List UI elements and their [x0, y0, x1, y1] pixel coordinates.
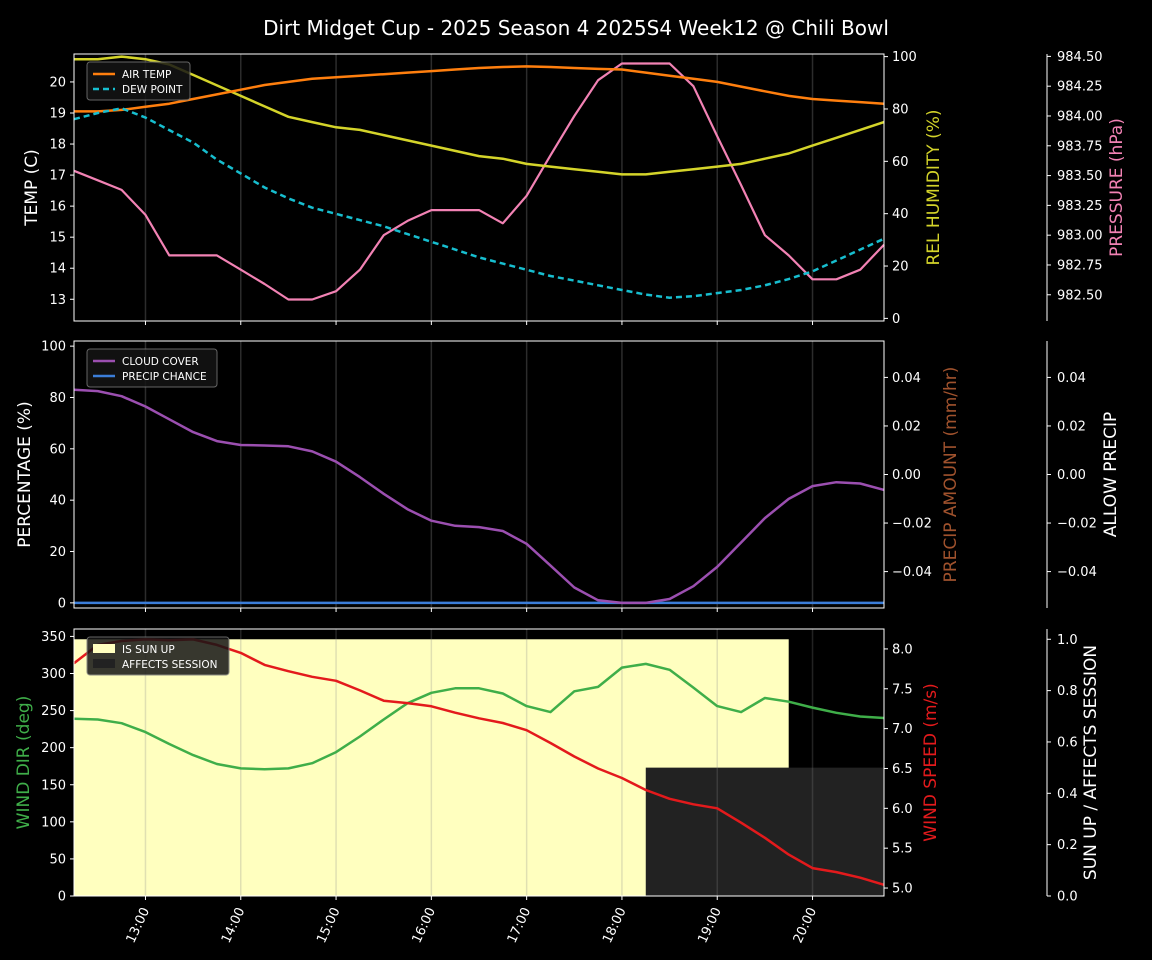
y2-tick-label: 8.0 [892, 642, 913, 657]
y3-tick-label: 0.04 [1057, 371, 1086, 386]
temp-axis-label: TEMP (C) [22, 149, 42, 227]
legend-box [86, 61, 191, 101]
y-tick-label: 0 [58, 890, 66, 905]
y2-tick-label: 7.0 [892, 722, 913, 737]
y2-tick-label: 0.00 [892, 468, 921, 483]
y3-tick-label: 0.02 [1057, 419, 1086, 434]
legend-box [86, 636, 230, 676]
y3-tick-label: 0.6 [1057, 735, 1078, 750]
y2-tick-label: 5.5 [892, 842, 913, 857]
y3-tick-label: −0.02 [1057, 517, 1097, 532]
y3-tick-label: 982.75 [1057, 258, 1103, 273]
y2-tick-label: 5.0 [892, 882, 913, 897]
legend-label: CLOUD COVER [122, 356, 199, 368]
y-tick-label: 19 [49, 106, 66, 121]
y3-tick-label: 983.00 [1057, 229, 1103, 244]
y2-tick-label: 0.02 [892, 419, 921, 434]
y2-tick-label: 6.5 [892, 762, 913, 777]
y-tick-label: 0 [58, 596, 66, 611]
y3-tick-label: 983.50 [1057, 169, 1103, 184]
y2-tick-label: 80 [892, 102, 909, 117]
affects-session-region [645, 767, 884, 896]
wind-dir-axis-label: WIND DIR (deg) [14, 696, 34, 830]
y-tick-label: 150 [41, 778, 66, 793]
y2-tick-label: −0.02 [892, 517, 932, 532]
y2-tick-label: 20 [892, 260, 909, 275]
allow-precip-axis-label: ALLOW PRECIP [1101, 412, 1121, 538]
y-tick-label: 18 [49, 138, 66, 153]
y-tick-label: 16 [49, 200, 66, 215]
sun-up-axis-label: SUN UP / AFFECTS SESSION [1081, 645, 1101, 880]
y-tick-label: 13 [49, 293, 66, 308]
y3-tick-label: 983.25 [1057, 199, 1103, 214]
y-tick-label: 50 [49, 852, 66, 867]
legend-label: PRECIP CHANCE [122, 371, 207, 383]
y3-tick-label: 0.0 [1057, 890, 1078, 905]
wind-dir-line [73, 662, 885, 771]
panel-0-frame [73, 53, 885, 322]
legend-label: AFFECTS SESSION [122, 659, 218, 671]
y2-tick-label: 7.5 [892, 682, 913, 697]
y2-tick-label: 0.04 [892, 371, 921, 386]
y-tick-label: 15 [49, 231, 66, 246]
cloud-cover-line [73, 388, 885, 605]
wind-speed-axis-label: WIND SPEED (m/s) [921, 683, 941, 841]
y3-tick-label: 0.2 [1057, 838, 1078, 853]
percentage-axis-label: PERCENTAGE (%) [15, 401, 35, 547]
y2-tick-label: 40 [892, 207, 909, 222]
y-tick-label: 20 [49, 545, 66, 560]
pressure-axis-label: PRESSURE (hPa) [1107, 118, 1127, 257]
legend-label: AIR TEMP [122, 69, 171, 81]
humidity-line [74, 55, 885, 176]
panel-2-frame [73, 628, 885, 897]
y-tick-label: 300 [41, 667, 66, 682]
y-tick-label: 60 [49, 442, 66, 457]
humidity-axis-label: REL HUMIDITY (%) [924, 109, 944, 265]
y2-tick-label: −0.04 [892, 565, 932, 580]
y-tick-label: 100 [41, 340, 66, 355]
y3-tick-label: 0.8 [1057, 684, 1078, 699]
legend-label: IS SUN UP [122, 644, 175, 656]
y2-tick-label: 60 [892, 155, 909, 170]
y3-tick-label: 982.50 [1057, 288, 1103, 303]
legend-box [86, 348, 218, 388]
air-temp-line [74, 65, 885, 113]
y2-tick-label: 0 [892, 312, 900, 327]
y-tick-label: 40 [49, 494, 66, 509]
y3-tick-label: 984.25 [1057, 80, 1103, 95]
y3-tick-label: 983.75 [1057, 139, 1103, 154]
legend-swatch [93, 644, 115, 653]
y3-tick-label: −0.04 [1057, 565, 1097, 580]
y2-tick-label: 6.0 [892, 802, 913, 817]
y3-tick-label: 0.00 [1057, 468, 1086, 483]
y-tick-label: 350 [41, 630, 66, 645]
legend-swatch [93, 659, 115, 668]
y3-tick-label: 0.4 [1057, 787, 1078, 802]
y3-tick-label: 1.0 [1057, 633, 1078, 648]
y3-tick-label: 984.50 [1057, 50, 1103, 65]
y-tick-label: 250 [41, 704, 66, 719]
precip-amount-axis-label: PRECIP AMOUNT (mm/hr) [941, 367, 961, 583]
y2-tick-label: 100 [892, 50, 917, 65]
y-tick-label: 80 [49, 391, 66, 406]
y-tick-label: 14 [49, 262, 66, 277]
pressure-line [73, 62, 885, 301]
y3-tick-label: 984.00 [1057, 109, 1103, 124]
dew-point-line [73, 107, 885, 299]
y-tick-label: 200 [41, 741, 66, 756]
y-tick-label: 100 [41, 815, 66, 830]
y-tick-label: 17 [49, 169, 66, 184]
chart-title: Dirt Midget Cup - 2025 Season 4 2025S4 W… [263, 16, 889, 40]
legend-label: DEW POINT [122, 84, 183, 96]
y-tick-label: 20 [49, 75, 66, 90]
